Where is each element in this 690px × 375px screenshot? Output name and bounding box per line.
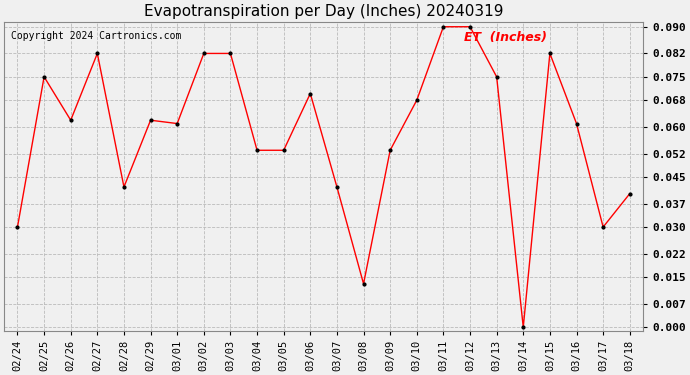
Title: Evapotranspiration per Day (Inches) 20240319: Evapotranspiration per Day (Inches) 2024… <box>144 4 504 19</box>
Text: ET  (Inches): ET (Inches) <box>464 31 547 44</box>
Text: Copyright 2024 Cartronics.com: Copyright 2024 Cartronics.com <box>10 31 181 41</box>
